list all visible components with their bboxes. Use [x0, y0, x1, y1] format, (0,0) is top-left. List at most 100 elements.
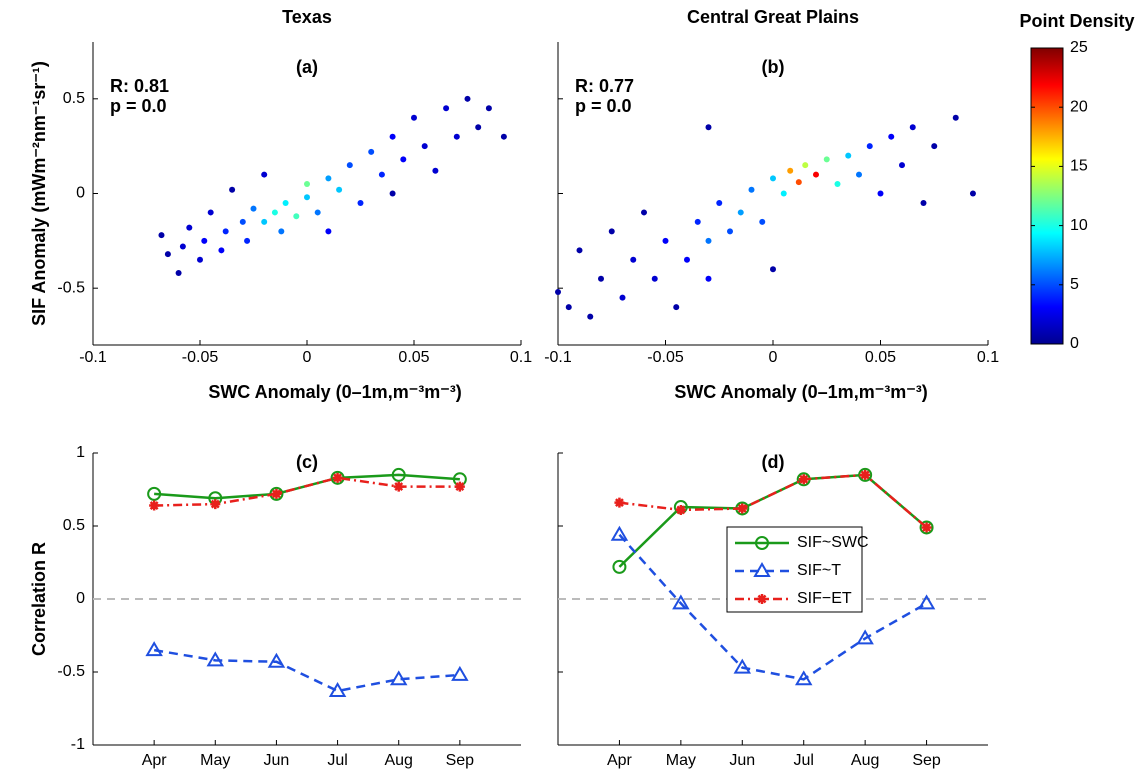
scatter-point [464, 95, 471, 102]
scatter-point [770, 175, 776, 182]
scatter-point [389, 190, 396, 197]
x-tick-label: -0.05 [182, 349, 219, 366]
scatter-point [411, 114, 417, 121]
scatter-point [229, 186, 236, 193]
scatter-point [222, 228, 229, 235]
series-marker [733, 658, 752, 674]
series-marker [145, 641, 163, 657]
scatter-point [421, 143, 428, 150]
y-tick-label: 1 [76, 444, 85, 461]
scatter-point [587, 313, 594, 320]
scatter-point [218, 247, 225, 254]
series-marker [798, 474, 809, 485]
colorbar-tick-label: 5 [1070, 276, 1079, 293]
scatter-point [325, 175, 332, 182]
scatter-point [175, 270, 182, 277]
scatter-point [834, 181, 841, 188]
colorbar-tick-label: 0 [1070, 335, 1079, 352]
y-tick-label: -1 [71, 736, 85, 753]
series-line [153, 648, 460, 693]
scatter-point [261, 218, 268, 225]
scatter-point [453, 133, 460, 140]
scatter-point [250, 205, 257, 212]
x-tick-label: Jul [793, 752, 813, 769]
scatter-point [186, 224, 193, 231]
scatter-point [705, 124, 712, 131]
scatter-point [576, 247, 583, 254]
y-axis-label: SIF Anomaly (mWm⁻²nm⁻¹sr⁻¹) [29, 61, 49, 326]
scatter-point [598, 275, 604, 282]
scatter-point [630, 256, 637, 263]
series-marker [332, 472, 343, 483]
series-marker [858, 467, 873, 482]
scatter-point [684, 256, 690, 263]
scatter-point [705, 275, 712, 282]
scatter-point [389, 133, 396, 140]
x-tick-label: Jun [729, 752, 755, 769]
x-tick-label: Aug [851, 752, 879, 769]
scatter-point [555, 288, 561, 295]
scatter-point [619, 294, 626, 301]
x-tick-label: Apr [607, 752, 633, 769]
series-line [618, 533, 928, 681]
x-tick-label: May [200, 752, 230, 769]
scatter-point [271, 209, 278, 216]
series-marker [267, 652, 286, 668]
scatter-point [780, 190, 787, 197]
x-tick-label: Sep [446, 752, 475, 769]
scatter-point [325, 228, 332, 235]
scatter-point [909, 124, 916, 131]
scatter-point [443, 105, 450, 112]
scatter-point [969, 190, 976, 197]
scatter-point [952, 114, 959, 121]
x-axis-label: SWC Anomaly (0–1m,m⁻³m⁻³) [674, 382, 927, 402]
y-axis-label: Correlation R [29, 542, 49, 656]
y-tick-label: 0 [76, 185, 85, 202]
series-marker [393, 481, 404, 492]
scatter-point [336, 186, 343, 193]
scatter-point [813, 171, 819, 178]
scatter-point [770, 266, 776, 273]
scatter-point [856, 171, 862, 178]
series-marker [856, 629, 874, 645]
colorbar-title: Point Density [1019, 11, 1134, 31]
series-marker [391, 467, 406, 482]
scatter-point [314, 209, 321, 216]
panel-label: (a) [296, 57, 318, 77]
y-tick-label: 0.5 [63, 90, 85, 107]
scatter-point [920, 199, 927, 206]
series-marker [454, 481, 465, 492]
scatter-point [432, 167, 439, 174]
scatter-point [845, 152, 852, 159]
colorbar-tick-label: 20 [1070, 98, 1088, 115]
legend-marker [755, 536, 769, 550]
series-marker [147, 486, 162, 501]
scatter-point [888, 133, 895, 140]
scatter-point [244, 237, 251, 244]
scatter-point [164, 251, 171, 258]
scatter-point [662, 237, 669, 244]
scatter-point [304, 181, 310, 188]
series-marker [672, 594, 690, 610]
scatter-point [737, 209, 744, 216]
series-marker [451, 665, 469, 681]
scatter-point [304, 194, 310, 201]
series-marker [271, 488, 282, 499]
x-tick-label: May [666, 752, 696, 769]
series-marker [860, 469, 871, 480]
scatter-point [201, 237, 208, 244]
scatter-point [207, 209, 214, 216]
series-marker [919, 520, 934, 535]
scatter-point [378, 171, 385, 178]
x-tick-label: Aug [384, 752, 412, 769]
x-tick-label: Sep [912, 752, 941, 769]
scatter-point [278, 228, 285, 235]
series-marker [917, 594, 936, 610]
series-line [154, 476, 460, 507]
series-marker [794, 670, 813, 686]
scatter-point [727, 228, 733, 235]
panel-title: Central Great Plains [687, 7, 859, 27]
series-marker [328, 681, 347, 697]
scatter-point [866, 143, 873, 150]
